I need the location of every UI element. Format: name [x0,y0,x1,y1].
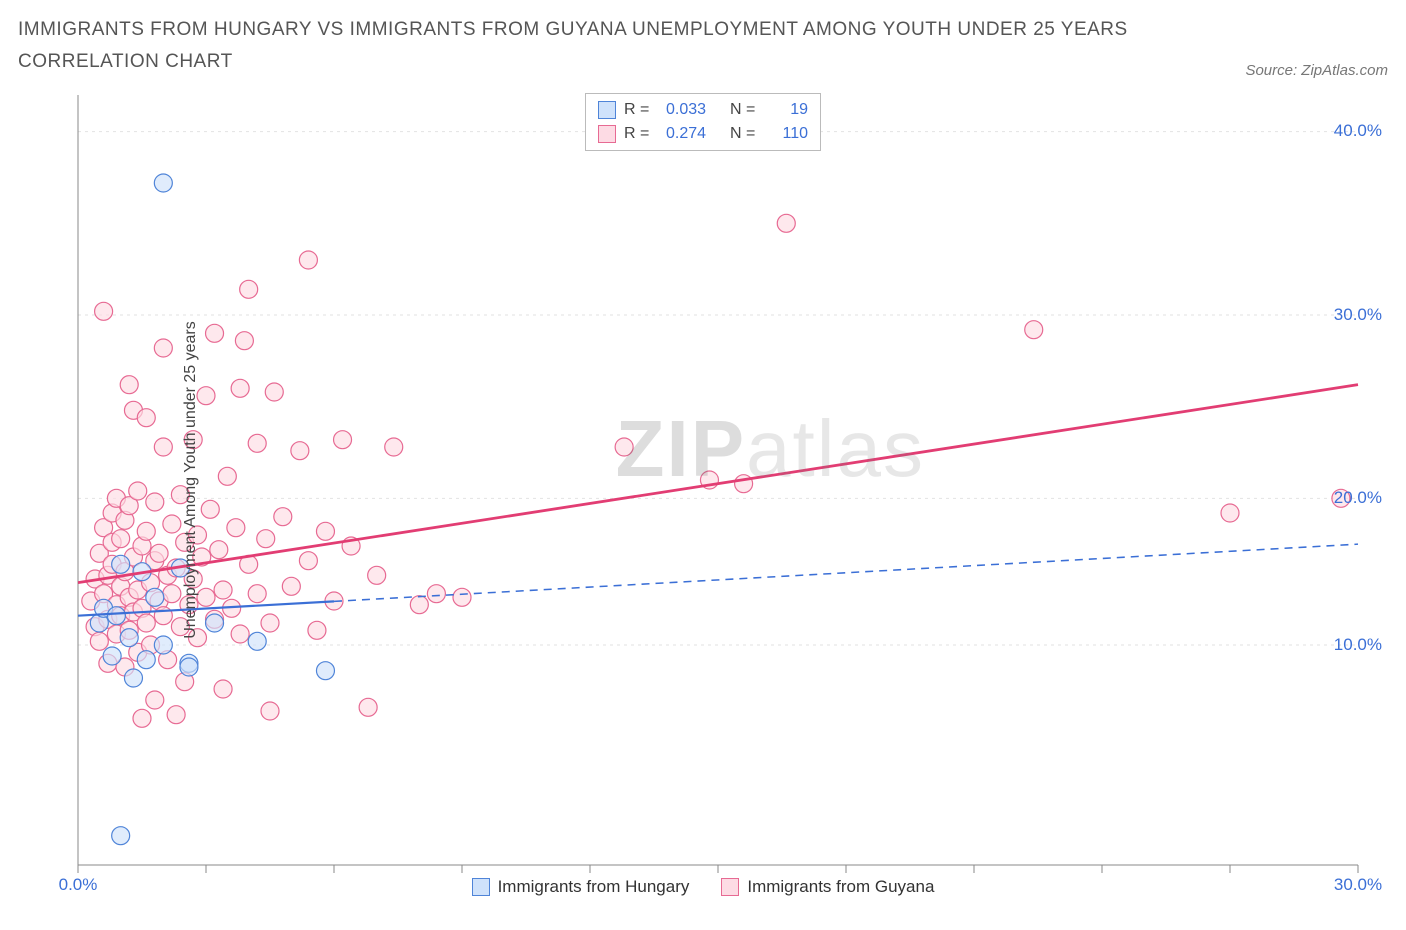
legend-swatch-guyana-b [721,878,739,896]
legend-item-hungary: Immigrants from Hungary [472,877,690,897]
r-value-hungary: 0.033 [666,98,722,122]
chart-title: IMMIGRANTS FROM HUNGARY VS IMMIGRANTS FR… [18,14,1138,79]
n-value-hungary: 19 [772,98,808,122]
y-tick-label: 10.0% [1334,635,1382,655]
scatter-plot [18,85,1388,875]
chart-header: IMMIGRANTS FROM HUNGARY VS IMMIGRANTS FR… [18,14,1388,79]
correlation-legend: R = 0.033 N = 19 R = 0.274 N = 110 [585,93,821,151]
r-value-guyana: 0.274 [666,122,722,146]
y-tick-label: 30.0% [1334,305,1382,325]
legend-row-hungary: R = 0.033 N = 19 [598,98,808,122]
series-legend: Immigrants from Hungary Immigrants from … [18,877,1388,897]
y-tick-label: 20.0% [1334,488,1382,508]
y-axis-label: Unemployment Among Youth under 25 years [182,321,200,639]
legend-swatch-hungary [598,101,616,119]
legend-swatch-hungary-b [472,878,490,896]
legend-swatch-guyana [598,125,616,143]
source-credit: Source: ZipAtlas.com [1245,62,1388,79]
legend-row-guyana: R = 0.274 N = 110 [598,122,808,146]
legend-item-guyana: Immigrants from Guyana [721,877,934,897]
chart-area: Unemployment Among Youth under 25 years … [18,85,1388,875]
n-value-guyana: 110 [772,122,808,146]
y-tick-label: 40.0% [1334,121,1382,141]
